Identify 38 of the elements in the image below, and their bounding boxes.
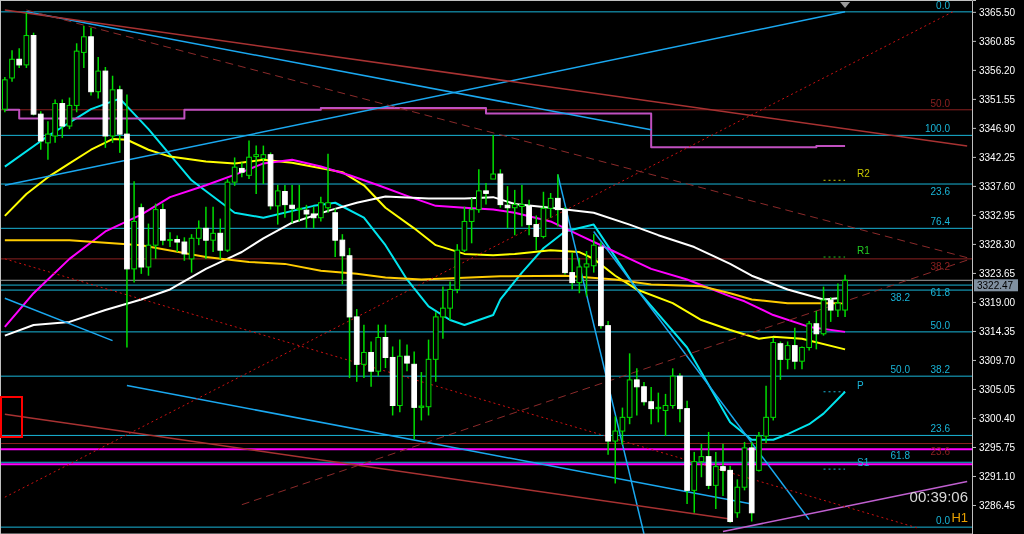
annotation: 50.0 xyxy=(890,364,911,376)
y-tick-label: 3342.25 xyxy=(979,151,1016,163)
y-tick-label: 3328.30 xyxy=(979,238,1016,250)
y-tick-label: 3286.45 xyxy=(979,499,1016,511)
annotation: 50.0 xyxy=(930,97,951,109)
ref-line-label: S1 xyxy=(857,457,870,469)
annotation: 00:39:06 xyxy=(909,488,968,505)
y-tick-label: 3351.55 xyxy=(979,93,1016,105)
y-tick-label: 3332.95 xyxy=(979,209,1016,221)
ref-line-label: 3322.47 xyxy=(977,280,1014,292)
annotation: 23.6 xyxy=(930,186,951,198)
annotation: 38.2 xyxy=(890,292,911,304)
y-tick-label: 3346.90 xyxy=(979,122,1016,134)
y-tick-label: 3295.75 xyxy=(979,441,1016,453)
ref-line-label: P xyxy=(857,379,865,391)
y-tick-label: 3365.50 xyxy=(979,6,1016,18)
annotation: 76.4 xyxy=(930,216,951,228)
annotation: 0.0 xyxy=(936,0,951,11)
y-tick-label: 3300.40 xyxy=(979,412,1016,424)
y-tick-label: 3356.20 xyxy=(979,64,1016,76)
y-tick-label: 3291.10 xyxy=(979,470,1016,482)
annotation: 50.0 xyxy=(930,319,951,331)
y-tick-label: 3337.60 xyxy=(979,180,1016,192)
annotation: 100.0 xyxy=(924,123,951,135)
y-tick-label: 3314.35 xyxy=(979,325,1016,337)
annotation: 23.6 xyxy=(930,423,951,435)
y-tick-label: 3360.85 xyxy=(979,35,1016,47)
y-tick-label: 3323.65 xyxy=(979,267,1016,279)
ref-line-label: R1 xyxy=(857,245,871,257)
ref-line-label: R2 xyxy=(857,168,871,180)
y-tick-label: 3305.05 xyxy=(979,383,1016,395)
y-tick-label: 3319.00 xyxy=(979,296,1016,308)
annotation: 38.2 xyxy=(930,364,951,376)
annotation: 61.8 xyxy=(890,450,911,462)
annotation: 38.2 xyxy=(930,260,951,272)
annotation: H1 xyxy=(951,510,968,525)
y-tick-label: 3309.70 xyxy=(979,354,1016,366)
annotation: 0.0 xyxy=(936,515,951,527)
